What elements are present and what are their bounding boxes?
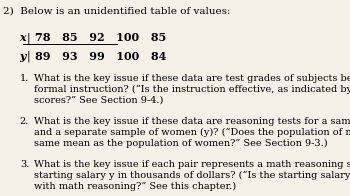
Text: 78   85   92   100   85: 78 85 92 100 85 bbox=[35, 32, 167, 43]
Text: 1.: 1. bbox=[20, 74, 29, 83]
Text: |: | bbox=[26, 51, 30, 62]
Text: |: | bbox=[26, 32, 30, 44]
Text: What is the key issue if each pair represents a math reasoning score x and a
sta: What is the key issue if each pair repre… bbox=[34, 160, 350, 191]
Text: 3.: 3. bbox=[20, 160, 29, 169]
Text: What is the key issue if these data are reasoning tests for a sample of men (x)
: What is the key issue if these data are … bbox=[34, 117, 350, 148]
Text: x: x bbox=[19, 32, 25, 43]
Text: 2)  Below is an unidentified table of values:: 2) Below is an unidentified table of val… bbox=[3, 7, 231, 16]
Text: y: y bbox=[19, 51, 25, 62]
Text: 89   93   99   100   84: 89 93 99 100 84 bbox=[35, 51, 167, 62]
Text: 2.: 2. bbox=[20, 117, 29, 126]
Text: What is the key issue if these data are test grades of subjects before and after: What is the key issue if these data are … bbox=[34, 74, 350, 105]
